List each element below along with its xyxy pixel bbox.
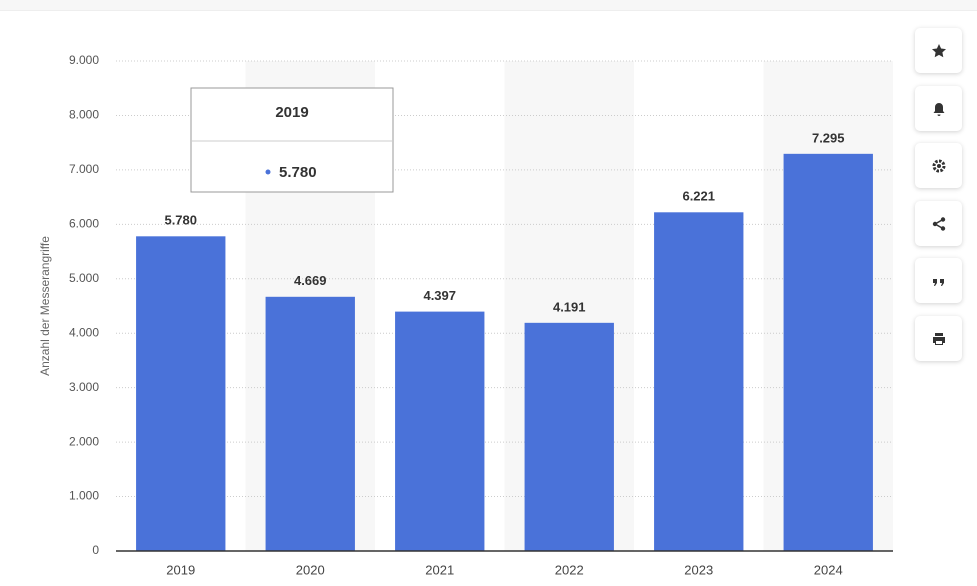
x-tick-label: 2024 [814, 562, 843, 577]
tooltip [190, 87, 394, 193]
data-label: 4.397 [423, 288, 456, 303]
x-tick-label: 2019 [166, 562, 195, 577]
x-tick-label: 2023 [684, 562, 713, 577]
cite-button[interactable] [915, 258, 962, 303]
bar [524, 322, 614, 551]
y-tick-label: 7.000 [69, 162, 99, 176]
tooltip-dot [265, 169, 271, 175]
bar [265, 296, 355, 551]
y-tick-label: 4.000 [69, 325, 99, 339]
tooltip-value: 5.780 [279, 164, 317, 181]
y-tick-label: 5.000 [69, 271, 99, 285]
settings-button[interactable] [915, 143, 962, 188]
y-tick-label: 8.000 [69, 108, 99, 122]
bar [783, 153, 873, 552]
bar [654, 212, 744, 551]
y-tick-label: 0 [92, 543, 99, 557]
y-tick-label: 3.000 [69, 380, 99, 394]
y-tick-label: 6.000 [69, 217, 99, 231]
data-label: 6.221 [682, 189, 715, 204]
x-tick-label: 2021 [425, 562, 454, 577]
x-tick-label: 2022 [555, 562, 584, 577]
top-bar [0, 0, 977, 11]
data-label: 7.295 [812, 130, 845, 145]
favorite-button[interactable] [915, 28, 962, 73]
bar [395, 311, 485, 551]
data-label: 4.191 [553, 299, 586, 314]
y-axis-label: Anzahl der Messerangriffe [38, 236, 52, 376]
data-label: 5.780 [164, 213, 197, 228]
y-tick-label: 1.000 [69, 489, 99, 503]
bar [136, 236, 226, 552]
share-button[interactable] [915, 201, 962, 246]
data-label: 4.669 [294, 273, 327, 288]
tooltip-title: 2019 [275, 104, 308, 121]
chart: Anzahl der Messerangriffe 0 1.000 2.000 3.0… [38, 53, 893, 577]
x-tick-label: 2020 [296, 562, 325, 577]
y-tick-label: 2.000 [69, 434, 99, 448]
notification-button[interactable] [915, 86, 962, 131]
print-button[interactable] [915, 316, 962, 361]
y-tick-label: 9.000 [69, 53, 99, 67]
